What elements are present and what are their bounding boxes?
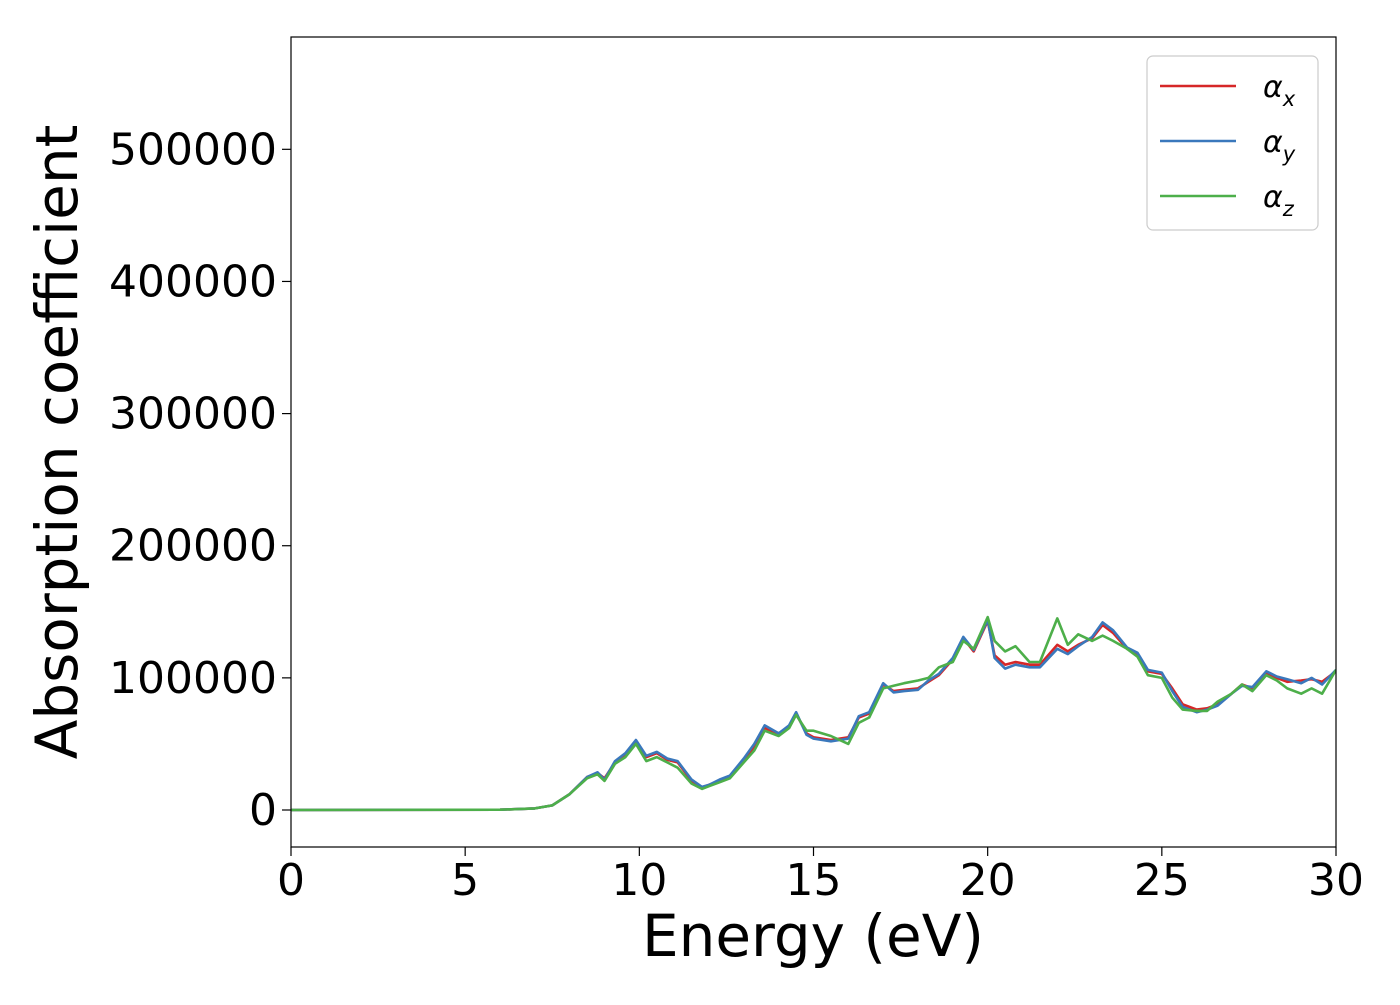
x-tick-label: 30	[1308, 855, 1364, 906]
y-tick-label: 0	[249, 785, 277, 836]
x-tick-label: 5	[451, 855, 479, 906]
y-axis-title: Absorption coefficient	[23, 125, 91, 760]
legend-box	[1146, 55, 1319, 231]
y-axis: 0 100000 200000 300000 400000 500000	[109, 124, 291, 836]
x-tick-label: 20	[960, 855, 1016, 906]
x-tick-label: 0	[277, 855, 305, 906]
x-tick-label: 10	[611, 855, 667, 906]
y-tick-label: 100000	[109, 653, 277, 704]
series-lines	[291, 615, 1336, 812]
y-tick-label: 200000	[109, 521, 277, 572]
series-line-alpha-z	[291, 615, 1336, 812]
x-tick-label: 25	[1134, 855, 1190, 906]
legend-label-z: αz	[1263, 180, 1295, 221]
y-tick-label: 500000	[109, 124, 277, 175]
x-tick-label: 15	[786, 855, 842, 906]
x-axis-title: Energy (eV)	[642, 902, 984, 970]
x-axis: 0 5 10 15 20 25 30	[277, 847, 1364, 906]
y-tick-label: 300000	[109, 389, 277, 440]
series-line-alpha-y	[291, 618, 1336, 812]
series-line-alpha-x	[291, 619, 1336, 812]
y-tick-label: 400000	[109, 256, 277, 307]
